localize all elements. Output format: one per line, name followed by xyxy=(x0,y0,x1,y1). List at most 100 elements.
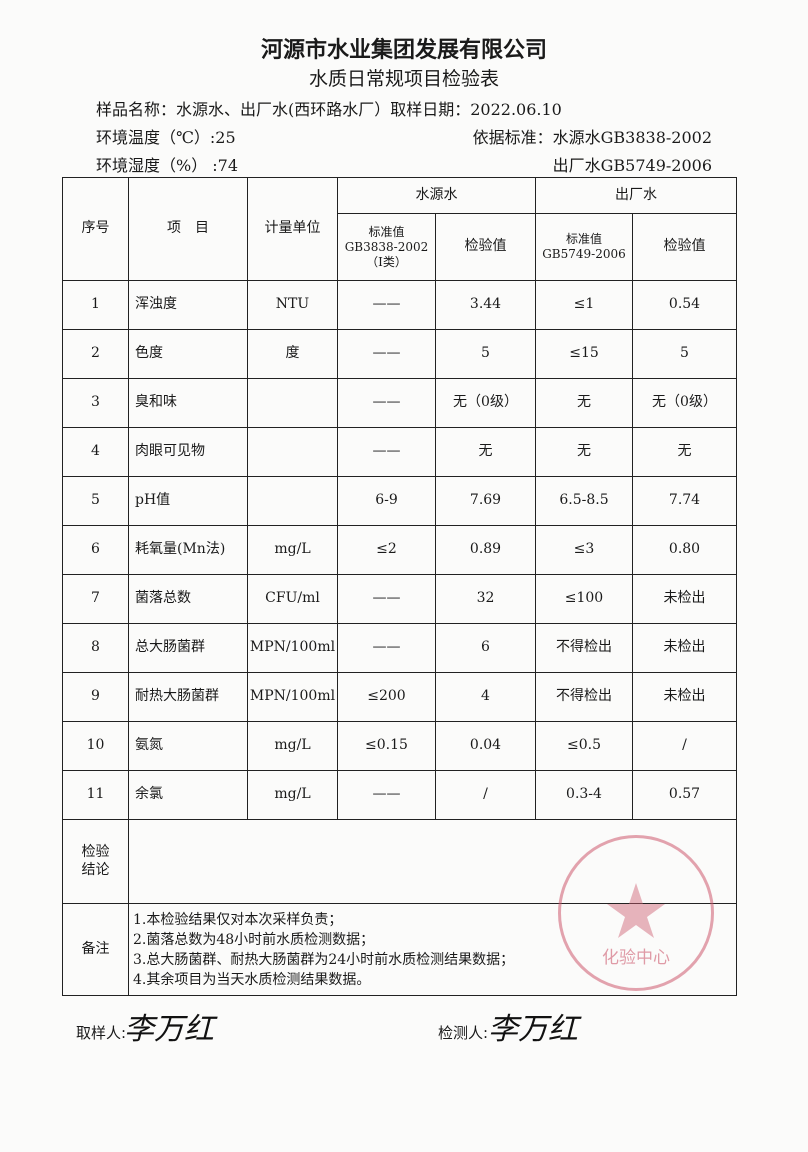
cell-out-std: ≤15 xyxy=(535,329,633,379)
seal-star-icon: 化验中心 xyxy=(602,883,670,968)
remark-line: 3.总大肠菌群、耐热大肠菌群为24小时前水质检测结果数据； xyxy=(133,951,515,968)
cell-seq: 9 xyxy=(62,672,129,722)
label-line: 检验 xyxy=(81,844,110,860)
cell-unit: mg/L xyxy=(247,721,338,771)
table-row: 9 耐热大肠菌群 MPN/100ml ≤200 4 不得检出 未检出 xyxy=(62,672,737,722)
cell-src-std: —— xyxy=(337,329,436,379)
conclusion-label: 检验 结论 xyxy=(62,819,129,904)
cell-out-std: 0.3-4 xyxy=(535,770,633,820)
tester-signature: 李万红 xyxy=(488,1012,578,1047)
cell-out-std: 不得检出 xyxy=(535,672,633,722)
standard-line-2: 出厂水GB5749-2006 xyxy=(552,156,712,175)
table-row: 10 氨氮 mg/L ≤0.15 0.04 ≤0.5/ xyxy=(62,721,737,771)
cell-src-val: 32 xyxy=(435,574,536,624)
cell-out-val: 未检出 xyxy=(632,574,737,624)
table-row: 4 肉眼可见物 —— 无无无 xyxy=(62,427,737,477)
header-source-val: 检验值 xyxy=(435,213,536,281)
cell-seq: 6 xyxy=(62,525,129,575)
table-row: 7 菌落总数 CFU/ml —— 32 ≤100 未检出 xyxy=(62,574,737,624)
cell-item: 菌落总数 xyxy=(128,574,248,624)
cell-out-std: 6.5-8.5 xyxy=(535,476,633,526)
cell-seq: 7 xyxy=(62,574,129,624)
table-row: 6 耗氧量(Mn法) mg/L ≤2 0.89 ≤3 0.80 xyxy=(62,525,737,575)
cell-seq: 4 xyxy=(62,427,129,477)
cell-seq: 5 xyxy=(62,476,129,526)
cell-src-val: 无（0级） xyxy=(435,378,536,428)
cell-out-val: 5 xyxy=(632,329,737,379)
cell-out-val: 0.80 xyxy=(632,525,737,575)
remarks-label: 备注 xyxy=(62,903,129,996)
cell-seq: 2 xyxy=(62,329,129,379)
cell-seq: 11 xyxy=(62,770,129,820)
cell-src-std: —— xyxy=(337,770,436,820)
cell-src-std: —— xyxy=(337,378,436,428)
cell-item: 氨氮 xyxy=(128,721,248,771)
header-source-std: 标准值 GB3838-2002 （Ⅰ类） xyxy=(337,213,436,281)
sample-name-line: 样品名称：水源水、出厂水(西环路水厂）取样日期：2022.06.10 xyxy=(96,100,562,119)
cell-seq: 3 xyxy=(62,378,129,428)
seal-inner-text: 化验中心 xyxy=(602,948,670,968)
cell-out-std: 不得检出 xyxy=(535,623,633,673)
cell-unit: mg/L xyxy=(247,525,338,575)
cell-src-val: / xyxy=(435,770,536,820)
cell-unit xyxy=(247,476,338,526)
temperature: 环境温度（℃）:25 xyxy=(96,128,236,147)
table-row: 2 色度度 —— 5 ≤15 5 xyxy=(62,329,737,379)
tester-label: 检测人: xyxy=(438,1024,489,1042)
cell-unit xyxy=(247,427,338,477)
cell-src-std: —— xyxy=(337,623,436,673)
table-row: 8 总大肠菌群 MPN/100ml —— 6 不得检出 未检出 xyxy=(62,623,737,673)
header-output-std: 标准值 GB5749-2006 xyxy=(535,213,633,281)
cell-out-val: 7.74 xyxy=(632,476,737,526)
header-output-water: 出厂水 xyxy=(535,177,737,214)
cell-item: 肉眼可见物 xyxy=(128,427,248,477)
sampler-signature: 李万红 xyxy=(124,1012,214,1047)
header-output-val: 检验值 xyxy=(632,213,737,281)
cell-out-val: 0.54 xyxy=(632,280,737,330)
cell-out-std: ≤1 xyxy=(535,280,633,330)
cell-src-std: ≤200 xyxy=(337,672,436,722)
cell-unit: CFU/ml xyxy=(247,574,338,624)
cell-seq: 8 xyxy=(62,623,129,673)
remark-line: 1.本检验结果仅对本次采样负责； xyxy=(133,911,343,928)
cell-item: pH值 xyxy=(128,476,248,526)
cell-unit: NTU xyxy=(247,280,338,330)
cell-item: 臭和味 xyxy=(128,378,248,428)
cell-src-std: 6-9 xyxy=(337,476,436,526)
cell-src-std: —— xyxy=(337,574,436,624)
cell-src-val: 0.89 xyxy=(435,525,536,575)
table-row: 1 浑浊度 NTU —— 3.44 ≤1 0.54 xyxy=(62,280,737,330)
cell-out-std: ≤0.5 xyxy=(535,721,633,771)
header-unit: 计量单位 xyxy=(247,177,338,281)
cell-item: 总大肠菌群 xyxy=(128,623,248,673)
sampler-label: 取样人: xyxy=(76,1024,127,1042)
cell-unit xyxy=(247,378,338,428)
cell-out-std: ≤3 xyxy=(535,525,633,575)
cell-seq: 10 xyxy=(62,721,129,771)
std-class: （Ⅰ类） xyxy=(366,254,407,269)
cell-src-std: ≤2 xyxy=(337,525,436,575)
cell-item: 余氯 xyxy=(128,770,248,820)
cell-unit: 度 xyxy=(247,329,338,379)
cell-src-val: 7.69 xyxy=(435,476,536,526)
inspection-table: 序号 项 目 计量单位 水源水 出厂水 标准值 GB3838-2002 （Ⅰ类） 检… xyxy=(62,177,737,996)
std-label: 标准值 xyxy=(565,232,602,246)
cell-unit: mg/L xyxy=(247,770,338,820)
label-line: 结论 xyxy=(81,861,110,878)
cell-out-val: 0.57 xyxy=(632,770,737,820)
cell-src-val: 6 xyxy=(435,623,536,673)
table-row: 11 余氯 mg/L ——/0.3-4 0.57 xyxy=(62,770,737,820)
standard-line-1: 依据标准：水源水GB3838-2002 xyxy=(472,128,712,147)
cell-out-std: 无 xyxy=(535,427,633,477)
cell-item: 耗氧量(Mn法) xyxy=(128,525,248,575)
remark-line: 2.菌落总数为48小时前水质检测数据； xyxy=(133,931,375,948)
cell-unit: MPN/100ml xyxy=(247,623,338,673)
cell-item: 色度 xyxy=(128,329,248,379)
cell-out-val: / xyxy=(632,721,737,771)
cell-src-val: 3.44 xyxy=(435,280,536,330)
company-name: 河源市水业集团发展有限公司 xyxy=(260,38,547,63)
cell-src-std: —— xyxy=(337,427,436,477)
header-item: 项 目 xyxy=(128,177,248,281)
cell-out-std: ≤100 xyxy=(535,574,633,624)
cell-out-val: 无（0级） xyxy=(632,378,737,428)
